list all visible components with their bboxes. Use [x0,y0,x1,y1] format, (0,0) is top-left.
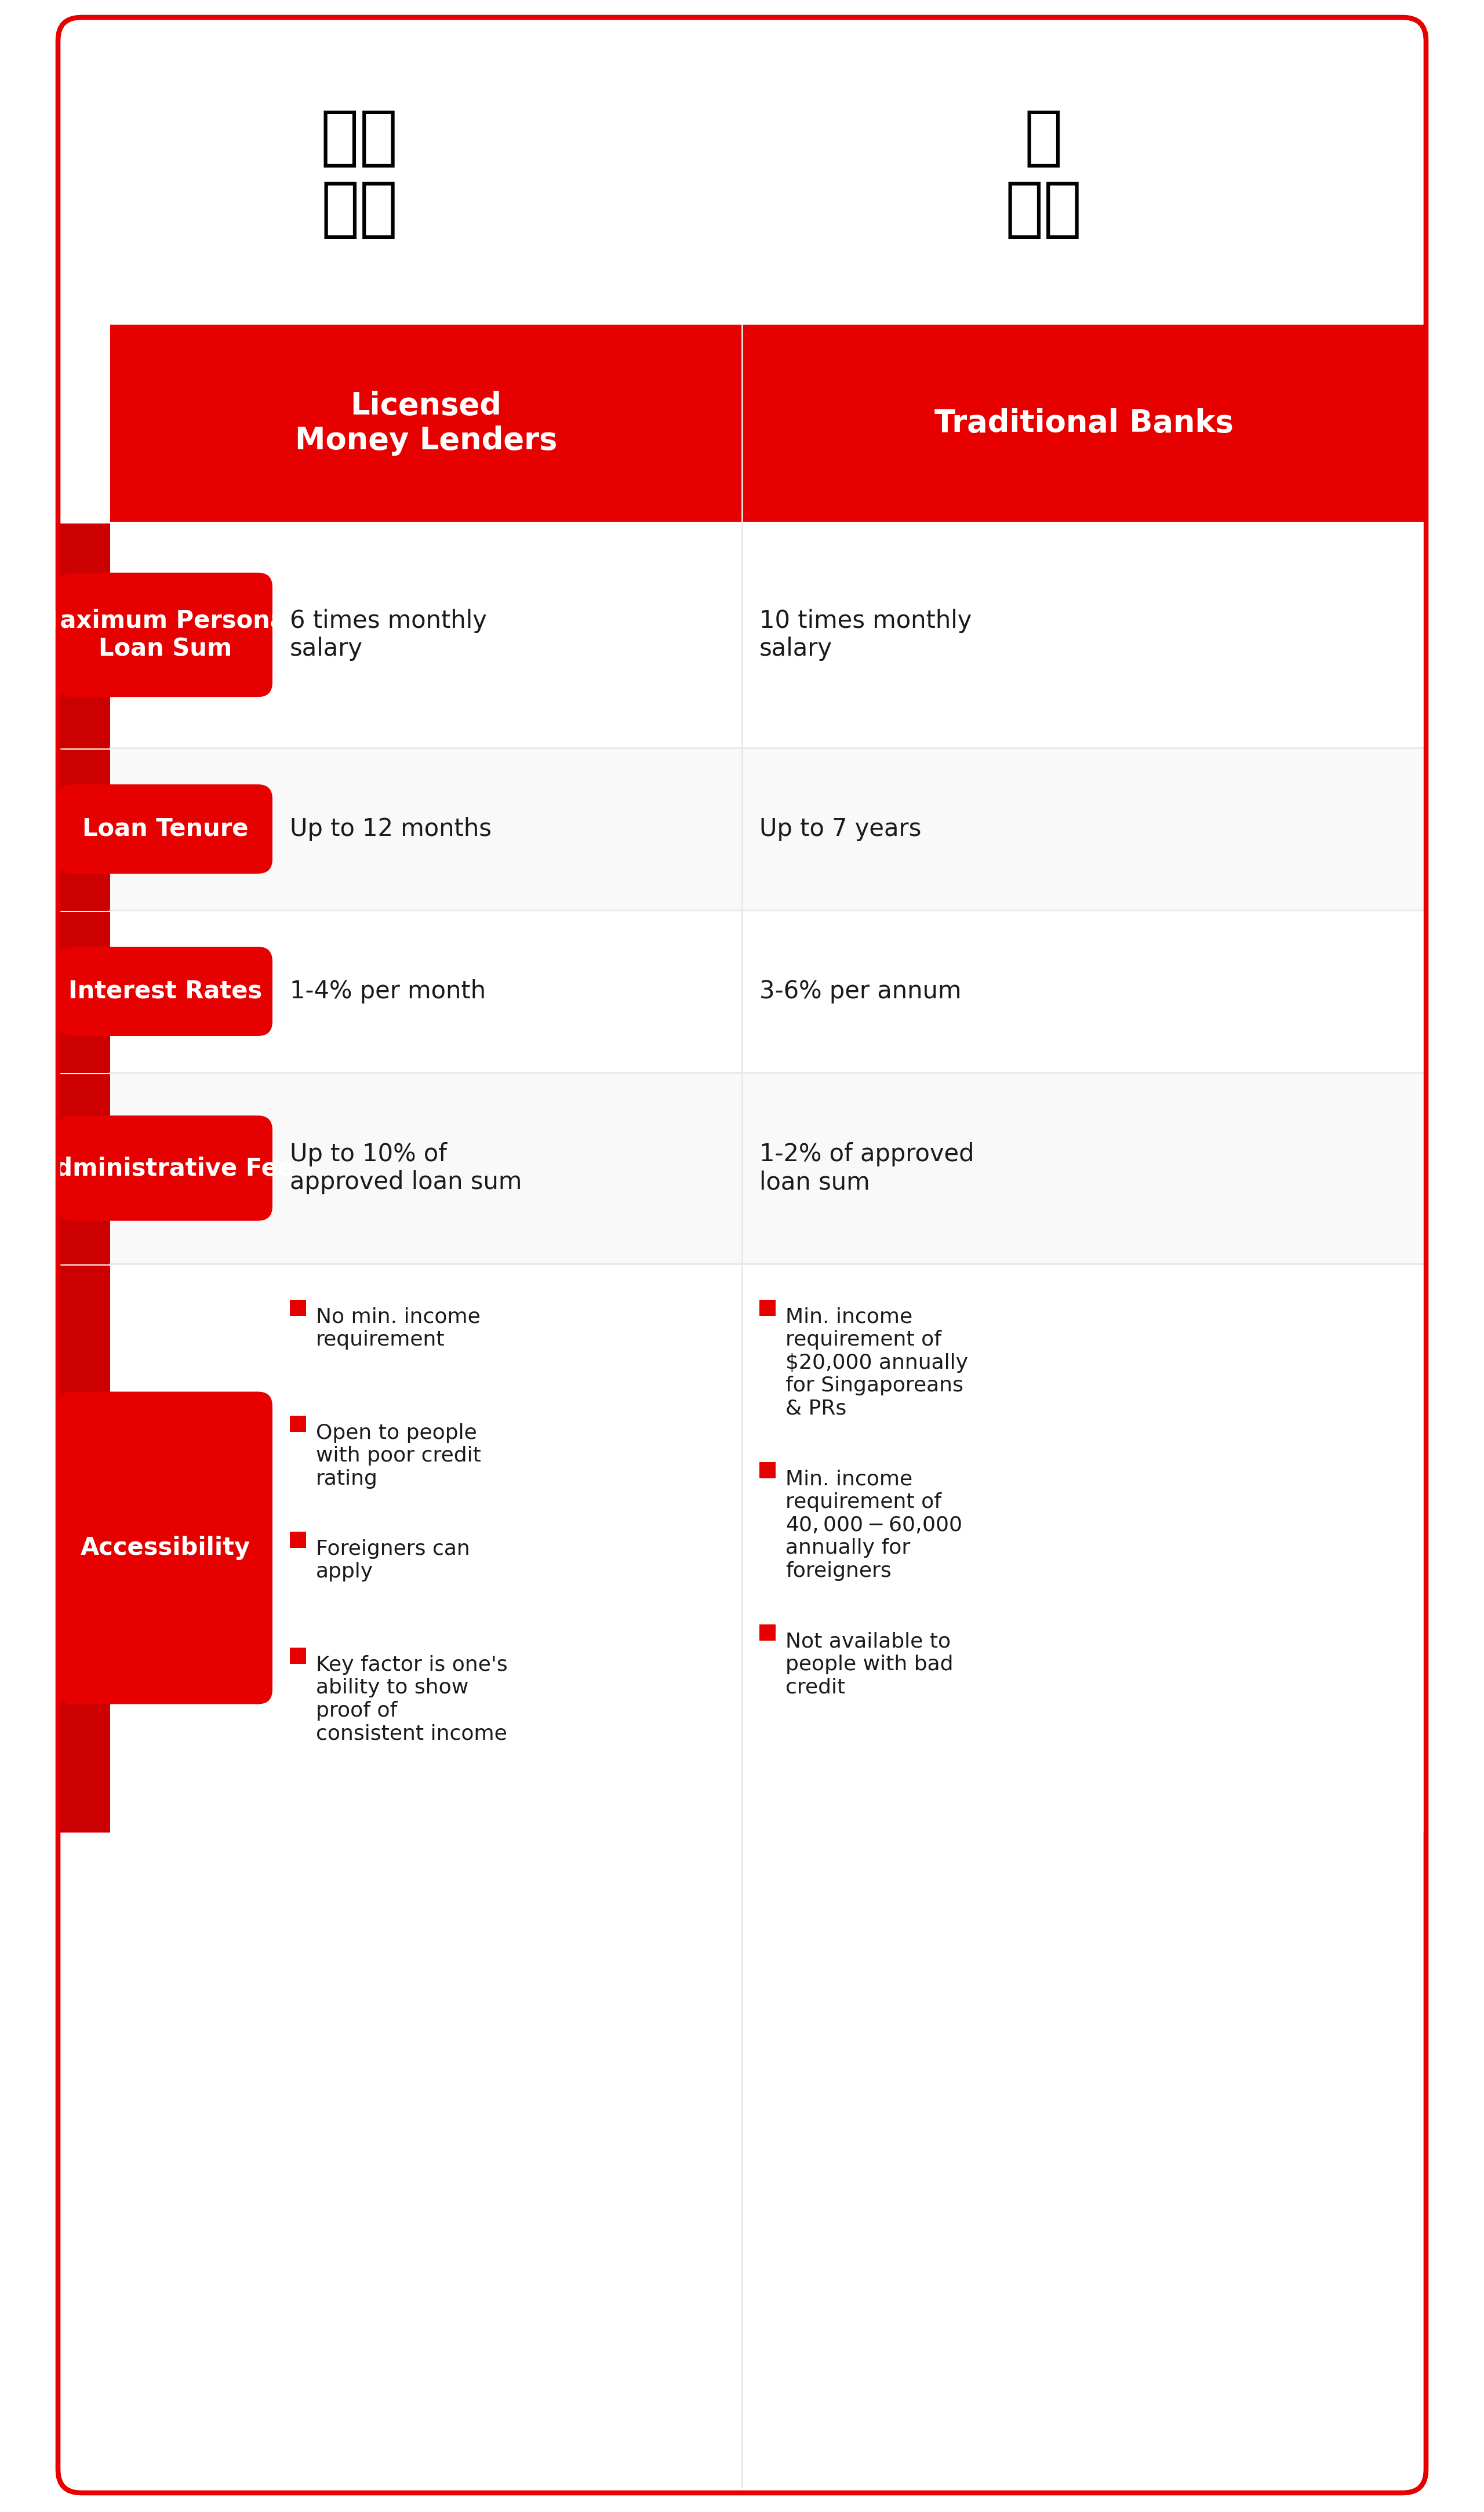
FancyBboxPatch shape [289,1417,306,1432]
Text: No min. income
requirement: No min. income requirement [316,1306,481,1349]
FancyBboxPatch shape [58,947,273,1035]
FancyBboxPatch shape [289,1648,306,1663]
FancyBboxPatch shape [110,522,1426,749]
FancyBboxPatch shape [58,1392,273,1703]
Text: Accessibility: Accessibility [80,1535,251,1560]
FancyBboxPatch shape [110,749,1426,909]
Text: Up to 7 years: Up to 7 years [760,816,922,842]
Text: Key factor is one's
ability to show
proof of
consistent income: Key factor is one's ability to show proo… [316,1655,508,1743]
FancyBboxPatch shape [58,522,110,749]
FancyBboxPatch shape [289,1532,306,1547]
FancyBboxPatch shape [110,1264,1426,1831]
FancyBboxPatch shape [110,909,1426,1073]
FancyBboxPatch shape [58,1266,110,1834]
FancyBboxPatch shape [58,1115,273,1221]
Text: Licensed
Money Lenders: Licensed Money Lenders [295,392,556,455]
FancyBboxPatch shape [58,1075,110,1264]
FancyBboxPatch shape [760,1299,776,1316]
Text: Up to 12 months: Up to 12 months [289,816,491,842]
Text: 1-4% per month: 1-4% per month [289,980,485,1002]
FancyBboxPatch shape [110,1073,1426,1264]
FancyBboxPatch shape [58,912,110,1073]
Text: 🏦
💵💰: 🏦 💵💰 [1005,108,1082,241]
Text: 3-6% per annum: 3-6% per annum [760,980,962,1002]
Text: 1-2% of approved
loan sum: 1-2% of approved loan sum [760,1143,974,1193]
Text: Traditional Banks: Traditional Banks [935,407,1233,437]
Text: Open to people
with poor credit
rating: Open to people with poor credit rating [316,1424,481,1490]
Text: Min. income
requirement of
$20,000 annually
for Singaporeans
& PRs: Min. income requirement of $20,000 annua… [785,1306,968,1419]
FancyBboxPatch shape [110,324,1426,522]
Text: 6 times monthly
salary: 6 times monthly salary [289,608,487,661]
Text: Interest Rates: Interest Rates [68,980,263,1002]
Text: Up to 10% of
approved loan sum: Up to 10% of approved loan sum [289,1143,522,1193]
Text: 👨‍💼
📋✅: 👨‍💼 📋✅ [321,108,398,241]
FancyBboxPatch shape [58,749,110,912]
Text: 10 times monthly
salary: 10 times monthly salary [760,608,972,661]
Text: Maximum Personal
Loan Sum: Maximum Personal Loan Sum [36,608,294,661]
FancyBboxPatch shape [58,573,273,696]
FancyBboxPatch shape [760,1462,776,1480]
Text: Loan Tenure: Loan Tenure [82,816,248,842]
FancyBboxPatch shape [58,784,273,874]
FancyBboxPatch shape [289,1299,306,1316]
Text: Administrative Fee: Administrative Fee [37,1156,294,1181]
FancyBboxPatch shape [58,18,1426,2492]
FancyBboxPatch shape [760,1625,776,1640]
Text: Foreigners can
apply: Foreigners can apply [316,1540,470,1583]
Text: Min. income
requirement of
$40,000-$60,000
annually for
foreigners: Min. income requirement of $40,000-$60,0… [785,1470,962,1580]
Text: Not available to
people with bad
credit: Not available to people with bad credit [785,1633,953,1698]
